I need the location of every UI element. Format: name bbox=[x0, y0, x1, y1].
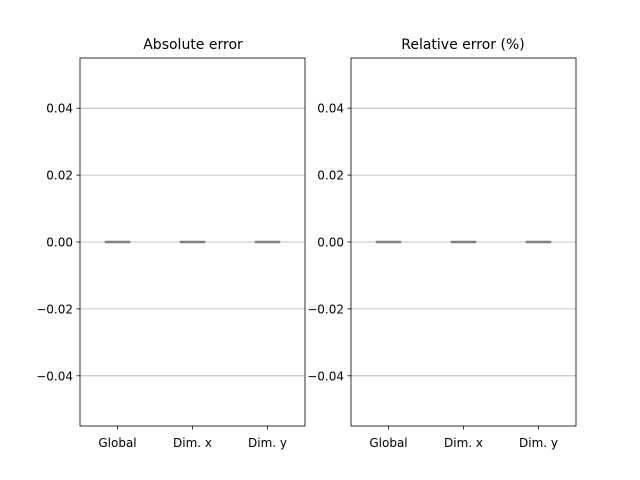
y-tick-label: −0.02 bbox=[307, 302, 344, 316]
y-tick-label: −0.04 bbox=[36, 369, 73, 383]
y-tick-label: 0.02 bbox=[46, 169, 73, 183]
y-tick-label: 0.04 bbox=[46, 102, 73, 116]
y-tick-label: −0.02 bbox=[36, 302, 73, 316]
y-tick-label: 0.00 bbox=[46, 236, 73, 250]
y-tick-label: 0.04 bbox=[317, 102, 344, 116]
y-tick-label: 0.02 bbox=[317, 169, 344, 183]
x-tick-label: Global bbox=[369, 436, 407, 450]
x-tick-label: Dim. x bbox=[444, 436, 483, 450]
plot-area: −0.04 −0.02 0.00 0.02 0.04 Global Dim. x Dim. y bbox=[36, 57, 306, 450]
y-tick-label: 0.00 bbox=[317, 236, 344, 250]
chart-title: Absolute error bbox=[143, 37, 243, 53]
x-tick-label: Dim. x bbox=[173, 436, 212, 450]
panel-absolute-error: Absolute error −0.04 −0.02 0.00 0.02 0.04 Glo… bbox=[36, 37, 306, 450]
panel-relative-error: Relative error (%) −0.04 −0.02 0.00 0.02 0.0… bbox=[307, 37, 577, 450]
y-tick-label: −0.04 bbox=[307, 369, 344, 383]
chart-title: Relative error (%) bbox=[401, 37, 524, 53]
x-tick-label: Dim. y bbox=[248, 436, 287, 450]
x-tick-label: Dim. y bbox=[519, 436, 558, 450]
plot-area: −0.04 −0.02 0.00 0.02 0.04 Global Dim. x Dim. y bbox=[307, 57, 577, 450]
x-tick-label: Global bbox=[98, 436, 136, 450]
